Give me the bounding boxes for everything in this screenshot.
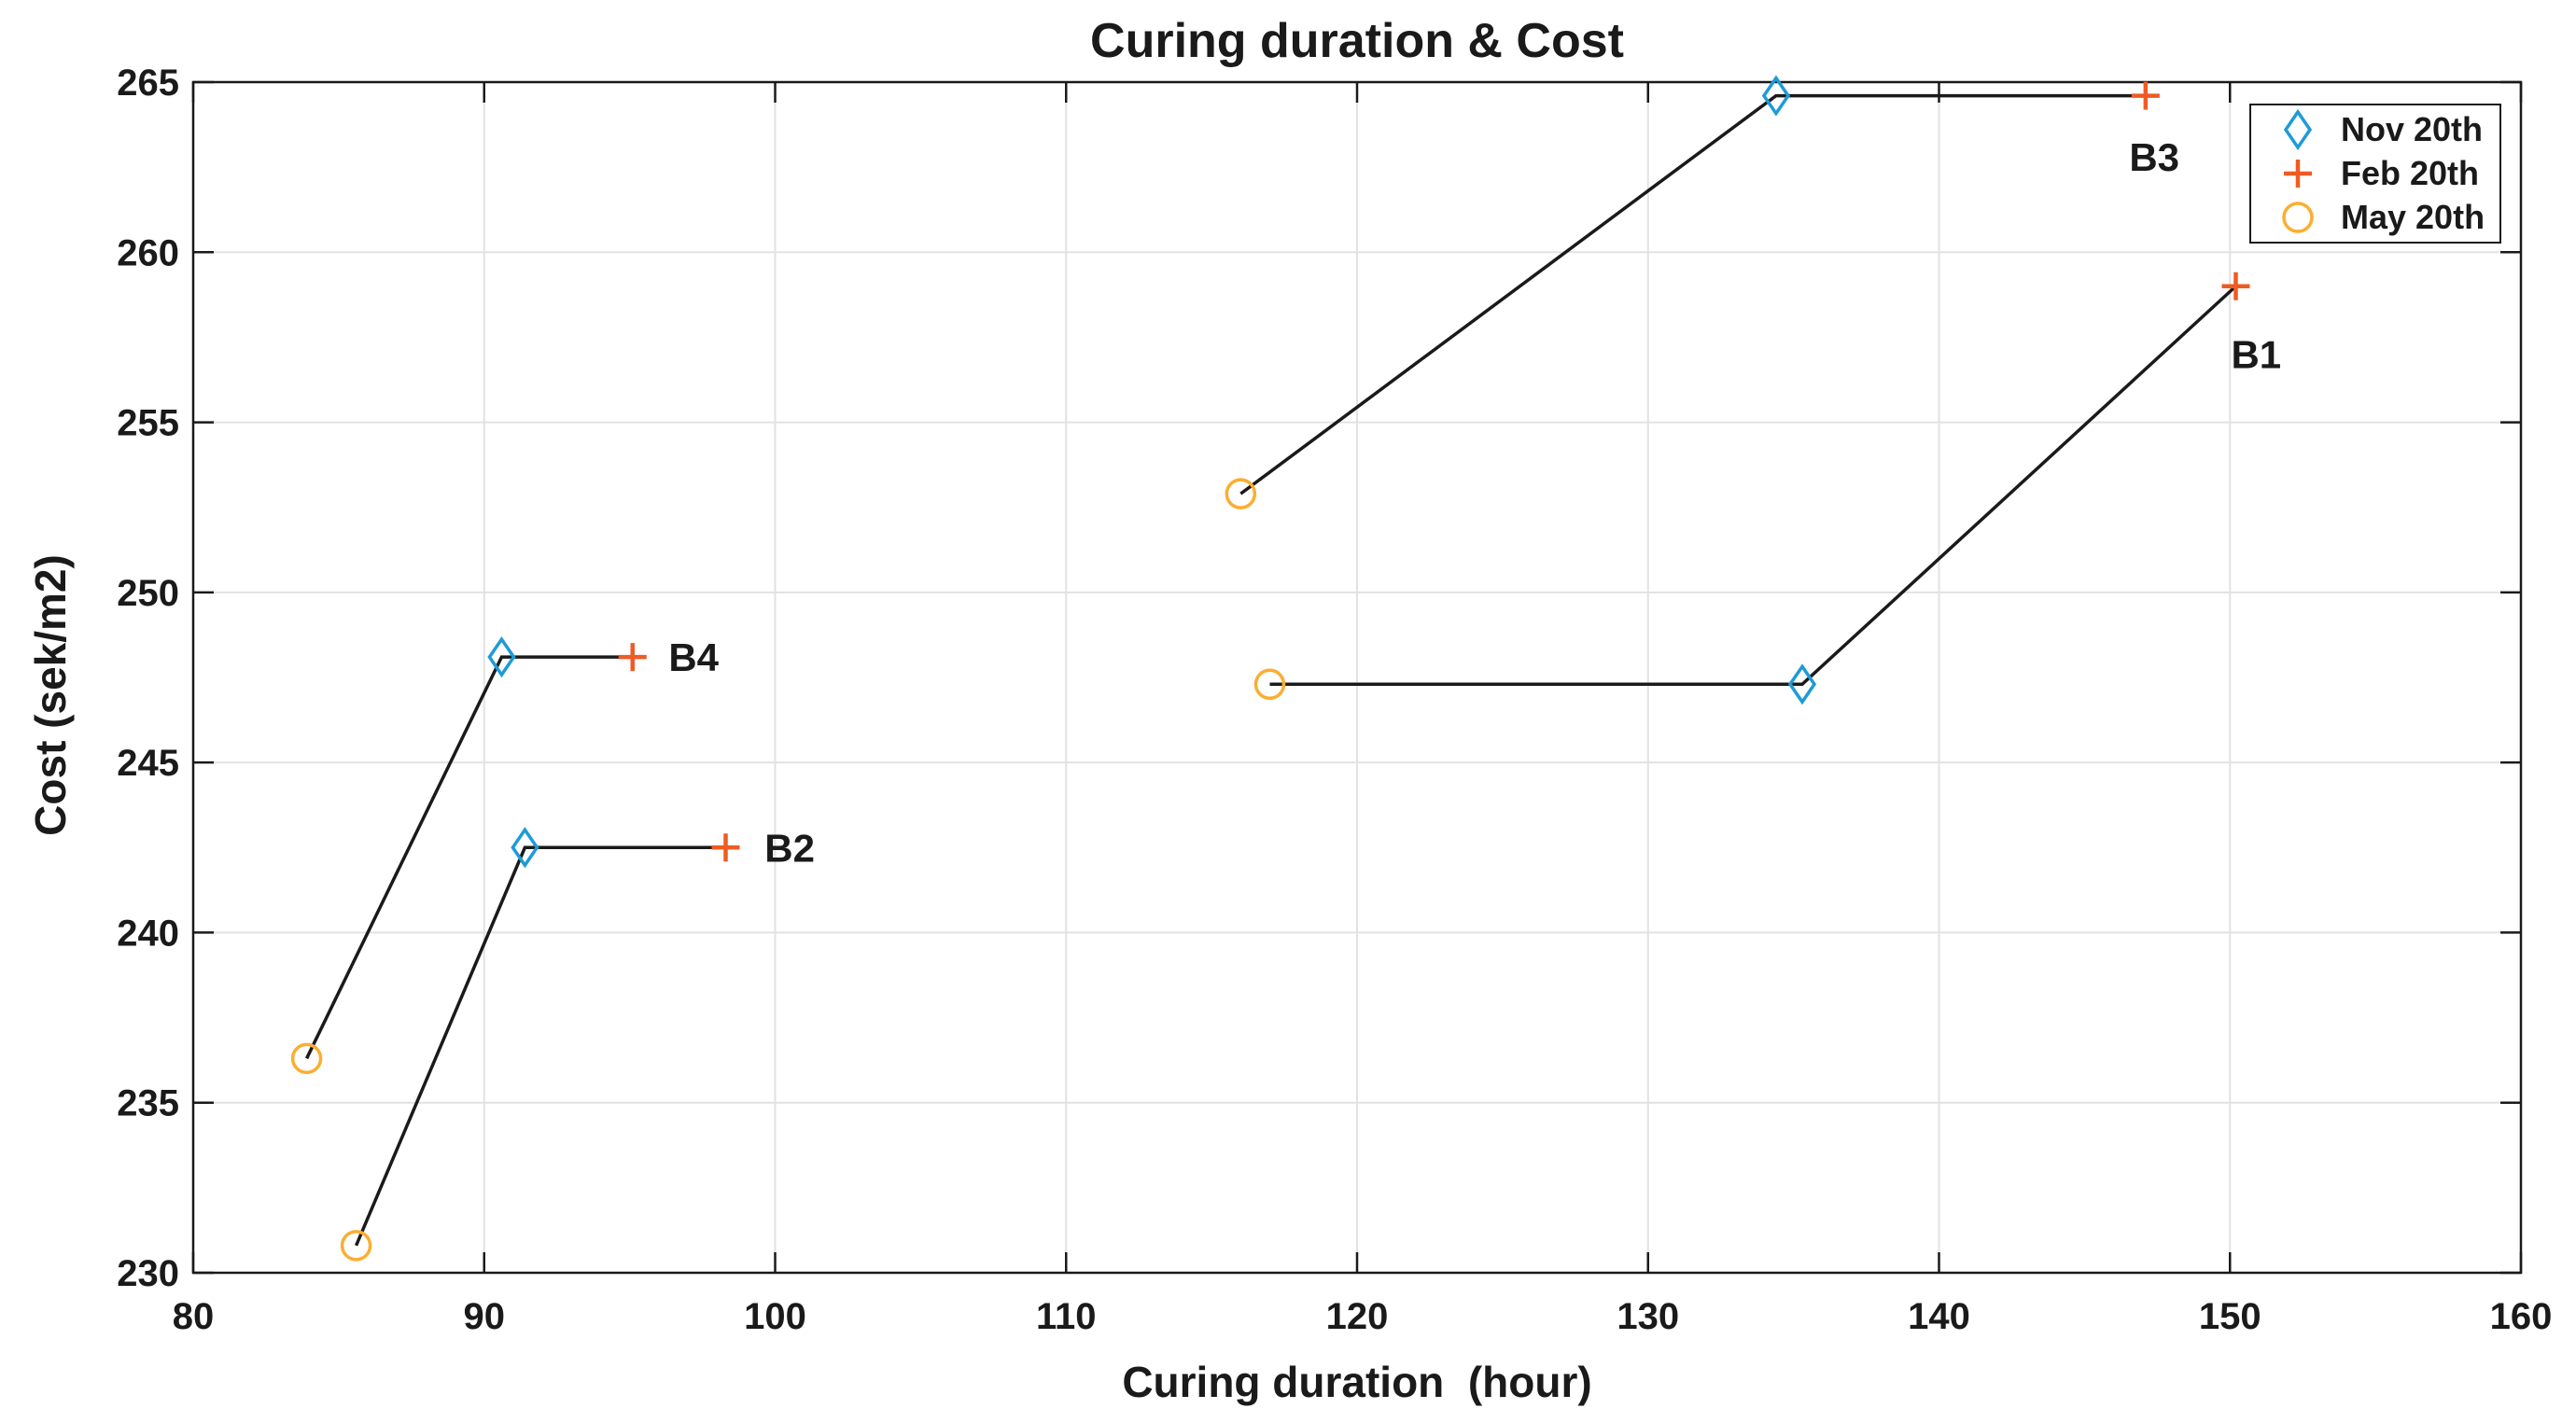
y-tick-label: 230 [117,1253,179,1294]
legend-item-may-20th: May 20th [2277,196,2499,240]
series-line-B1 [1269,285,2237,687]
marker-B3-circle [1225,478,1257,509]
legend-label: May 20th [2341,198,2485,237]
y-tick-label: 260 [117,232,179,273]
series-line-B3 [1239,93,2146,495]
series-B1: B1 [1253,272,2281,705]
series-label-B3: B3 [2129,135,2179,179]
y-tick-label: 255 [117,403,179,444]
marker-B2-diamond [511,827,539,869]
marker-B1-circle [1253,668,1286,701]
legend-label: Feb 20th [2341,153,2480,192]
legend-item-nov-20th: Nov 20th [2277,107,2499,151]
y-tick-label: 240 [117,913,179,954]
x-tick-label: 80 [173,1296,215,1337]
series-label-B1: B1 [2231,333,2281,377]
legend-item-feb-20th: Feb 20th [2277,151,2499,195]
series-B2: B2 [340,826,815,1262]
marker-B4-diamond [487,636,516,678]
y-tick-labels: 230 235 240 245 250 255 260 265 [117,63,179,1294]
y-tick-label: 235 [117,1083,179,1124]
series-line-B2 [354,845,726,1247]
x-tick-label: 110 [1036,1296,1097,1337]
y-tick-label: 265 [117,63,179,104]
y-tick-label: 245 [117,743,179,784]
x-tick-label: 100 [744,1296,806,1337]
legend-marker-plus [2284,159,2312,188]
x-tick-label: 140 [1908,1296,1970,1337]
series-label-B4: B4 [668,635,719,679]
x-tick-label: 120 [1326,1296,1389,1337]
legend: Nov 20th Feb 20th May 20th [2249,104,2501,244]
x-tick-label: 90 [464,1296,506,1337]
marker-B4-plus [618,643,647,672]
marker-B4-circle [290,1042,323,1075]
series-B3: B3 [1225,75,2179,509]
legend-marker-circle [2282,202,2314,234]
y-axis-label: Cost (sek/m2) [26,554,75,836]
y-tick-label: 250 [117,573,179,614]
x-tick-labels: 80 90 100 110 120 130 140 150 160 [173,1296,2553,1337]
legend-marker-diamond [2283,108,2313,150]
chart-title: Curing duration & Cost [1090,14,1624,68]
marker-B2-circle [340,1230,372,1262]
legend-label: Nov 20th [2341,109,2484,148]
x-tick-label: 160 [2490,1296,2553,1337]
marker-B2-plus [711,833,740,862]
series-label-B2: B2 [764,826,815,870]
grid [192,81,2522,1274]
x-axis-label: Curing duration (hour) [1122,1358,1592,1406]
axis-ticks [191,80,2523,1275]
series-B4: B4 [290,635,720,1075]
marker-B1-diamond [1787,663,1817,705]
marker-B1-plus [2221,272,2250,300]
marker-B3-diamond [1761,75,1791,117]
x-tick-label: 130 [1617,1296,1679,1337]
x-tick-label: 150 [2199,1296,2261,1337]
series-line-B4 [305,655,633,1060]
marker-B3-plus [2131,81,2160,110]
